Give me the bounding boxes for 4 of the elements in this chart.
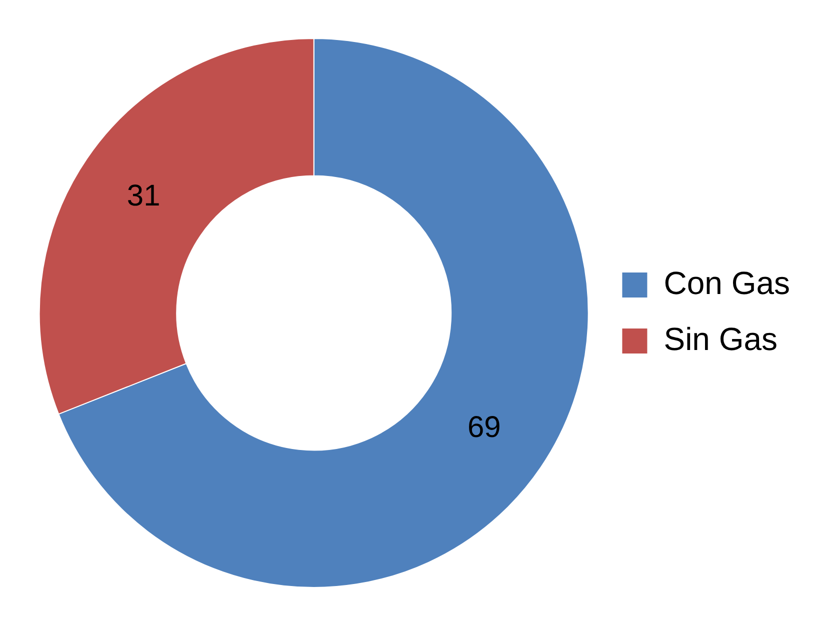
legend-label: Con Gas	[664, 264, 790, 301]
legend-label: Sin Gas	[664, 320, 778, 357]
data-label: 69	[467, 410, 501, 444]
data-label: 31	[126, 180, 160, 213]
